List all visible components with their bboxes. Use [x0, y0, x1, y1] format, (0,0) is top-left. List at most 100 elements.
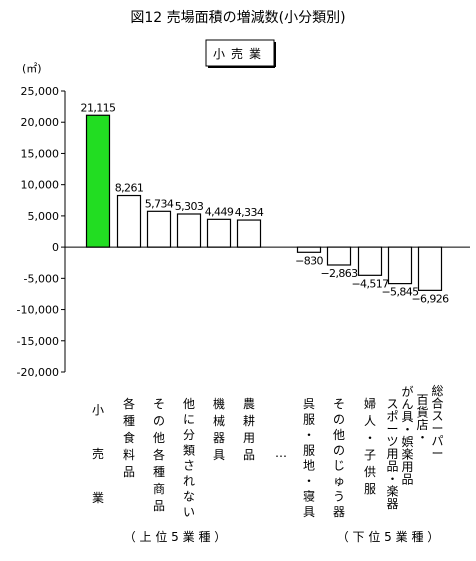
category-char: の: [333, 412, 345, 426]
category-label-9: 婦人・子供服: [364, 396, 376, 496]
category-char: 用: [386, 447, 398, 461]
category-label-0: 小売業: [92, 403, 104, 505]
category-char: れ: [183, 474, 195, 488]
category-char: 娯: [401, 435, 413, 449]
category-char: 他: [183, 397, 195, 411]
category-char: 商: [153, 481, 165, 496]
bar-8: [326, 246, 352, 266]
category-char: 婦: [364, 396, 376, 411]
category-char: ん: [401, 398, 413, 412]
value-label-10: −5,845: [381, 286, 419, 299]
y-tick-label: 15,000: [21, 147, 60, 160]
category-char: ス: [386, 397, 398, 411]
bar-5: [236, 219, 262, 248]
category-char: ゅ: [333, 474, 345, 488]
bar-1: [116, 194, 142, 248]
category-char: じ: [333, 459, 345, 473]
category-char: ・: [401, 423, 413, 437]
category-char: の: [153, 414, 165, 428]
category-char: ー: [431, 422, 443, 436]
category-char: う: [333, 490, 345, 504]
y-tick-label: 25,000: [21, 85, 60, 98]
category-char: の: [333, 443, 345, 457]
y-tick-labels: 25,000 20,000 15,000 10,000 5,000 0 -5,000 -10,…: [17, 85, 59, 379]
bars: [85, 114, 443, 291]
category-char: 売: [92, 446, 104, 461]
subtitle-box: 小売業: [205, 39, 276, 68]
category-char: 合: [431, 396, 443, 411]
category-char: ス: [431, 409, 443, 423]
category-char: ポ: [386, 410, 398, 424]
category-char: 品: [243, 448, 255, 462]
category-char: 呉: [303, 397, 315, 411]
category-char: 料: [123, 448, 135, 462]
category-char: パ: [431, 434, 443, 448]
category-char: 各: [153, 447, 165, 462]
value-label-1: 8,261: [115, 182, 144, 195]
category-char: 品: [386, 460, 398, 474]
y-tick-label: -20,000: [17, 366, 59, 379]
category-char: 服: [303, 412, 315, 426]
category-char: 寝: [303, 489, 315, 504]
category-char: 器: [386, 497, 398, 511]
bar-7: [296, 246, 322, 253]
chart-title: 図12 売場面積の増減数(小分類別): [130, 9, 345, 26]
bar-0: [85, 114, 111, 248]
category-char: 械: [213, 413, 225, 428]
category-char: そ: [153, 397, 165, 411]
category-char: な: [183, 490, 195, 504]
category-char: が: [401, 384, 413, 399]
category-char: 種: [123, 414, 135, 428]
category-char: 地: [303, 459, 315, 473]
category-char: 品: [401, 473, 413, 487]
category-char: 器: [333, 505, 345, 519]
category-char: ・: [416, 431, 428, 445]
category-char: 分: [183, 428, 195, 442]
category-char: ー: [431, 447, 443, 461]
category-char: 人: [364, 414, 376, 428]
category-char: ー: [386, 422, 398, 436]
value-label-3: 5,303: [175, 200, 204, 213]
category-char: 子: [364, 448, 376, 462]
y-tick-label: 10,000: [21, 179, 60, 192]
group-label-bottom5: （ 下 位 5 業 種 ）: [337, 529, 440, 544]
category-char: 総: [431, 384, 443, 398]
value-label-4: 4,449: [205, 205, 234, 218]
category-char: そ: [333, 397, 345, 411]
y-tick-label: 0: [52, 241, 59, 254]
category-char: 小: [92, 403, 104, 417]
value-label-0: 21,115: [81, 101, 116, 114]
y-tick-label: 5,000: [28, 210, 60, 223]
category-char: ・: [303, 474, 315, 488]
category-char: 楽: [386, 485, 398, 499]
category-char: 貨: [416, 405, 428, 420]
category-char: 用: [401, 460, 413, 474]
category-char: 機: [213, 396, 225, 411]
category-label-6: …: [275, 446, 287, 460]
value-label-5: 4,334: [235, 206, 264, 219]
bar-2: [146, 210, 172, 248]
chart-subtitle: 小売業: [213, 46, 267, 61]
y-tick-label: -5,000: [24, 272, 59, 285]
category-char: 具: [401, 410, 413, 424]
category-char: 百: [416, 393, 428, 407]
y-tick-label: -15,000: [17, 335, 59, 348]
category-char: 器: [213, 431, 225, 445]
category-char: 業: [92, 491, 104, 505]
y-tick-label: 20,000: [21, 116, 60, 129]
category-char: 供: [364, 465, 376, 479]
category-label-7: 呉服・服地・寝具: [303, 397, 315, 519]
category-char: に: [183, 412, 195, 426]
category-char: 他: [333, 428, 345, 442]
